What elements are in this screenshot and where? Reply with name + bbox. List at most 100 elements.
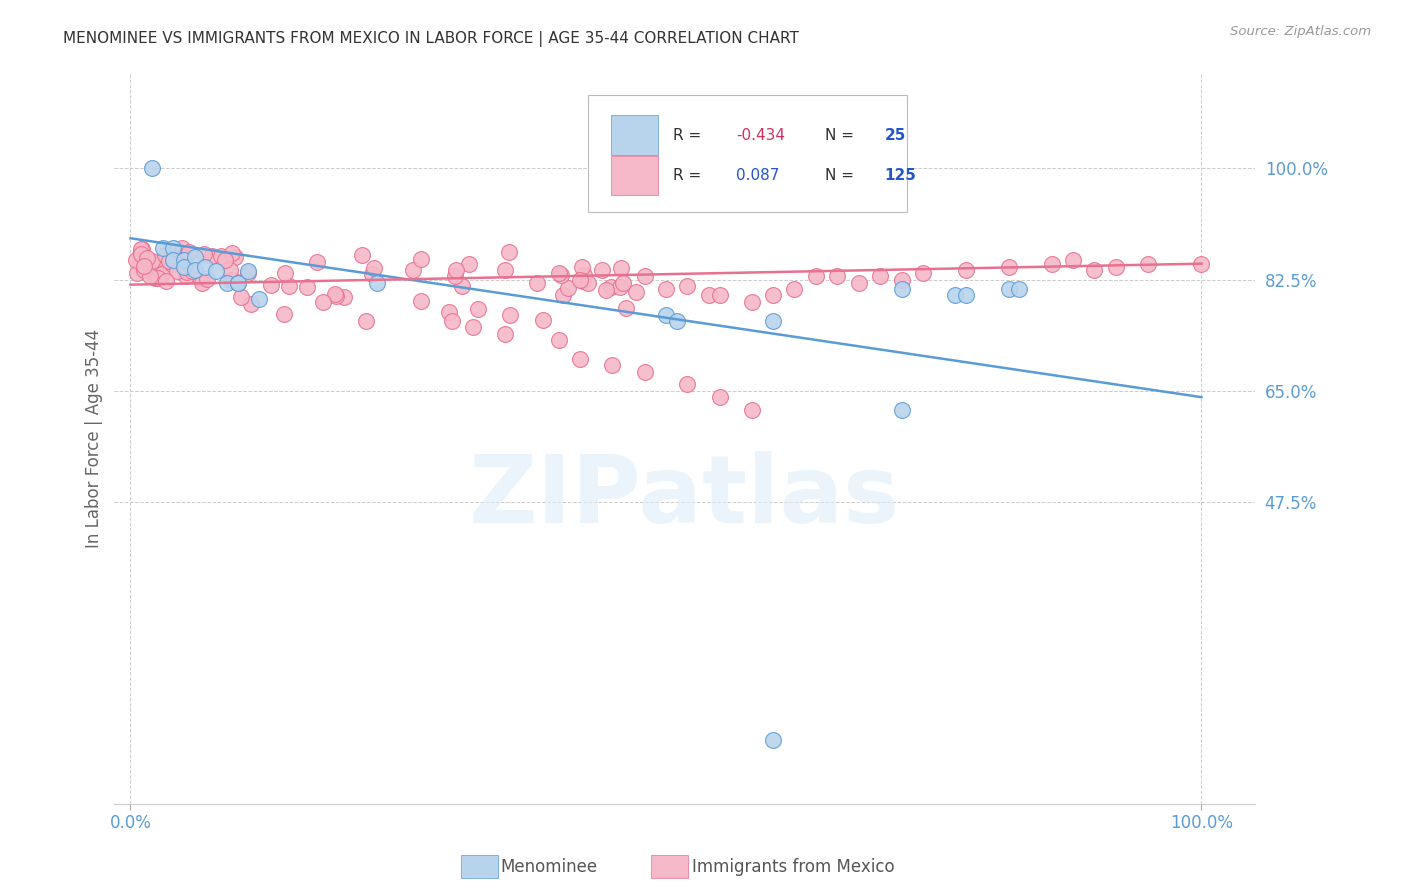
Point [295, 280, 318, 294]
Point [655, 282, 678, 296]
Point [709, 390, 731, 404]
Point [129, 247, 152, 261]
Point [869, 269, 891, 284]
Point [741, 294, 763, 309]
Point [312, 294, 335, 309]
Point [162, 253, 184, 268]
Point [226, 276, 249, 290]
Point [180, 264, 202, 278]
Point [190, 276, 212, 290]
Point [409, 294, 432, 309]
Point [624, 285, 647, 299]
Point [571, 260, 593, 274]
Point [783, 282, 806, 296]
FancyBboxPatch shape [610, 115, 658, 155]
Point [145, 263, 167, 277]
Point [184, 263, 207, 277]
Point [595, 283, 617, 297]
Point [1062, 253, 1084, 268]
Point [569, 272, 592, 286]
Point [827, 269, 849, 284]
Text: 125: 125 [884, 168, 917, 183]
Point [150, 267, 173, 281]
Point [201, 249, 224, 263]
Point [363, 261, 385, 276]
Point [222, 273, 245, 287]
Point [146, 270, 169, 285]
Point [247, 292, 270, 306]
Point [214, 253, 236, 268]
Point [325, 289, 347, 303]
Point [135, 253, 157, 268]
Point [440, 314, 463, 328]
Text: 25: 25 [884, 128, 905, 143]
Point [194, 260, 217, 274]
Point [602, 359, 624, 373]
Point [173, 253, 195, 268]
Point [1040, 257, 1063, 271]
Point [494, 326, 516, 341]
Point [450, 278, 472, 293]
Point [221, 245, 243, 260]
Point [141, 253, 163, 268]
Point [153, 248, 176, 262]
Point [943, 288, 966, 302]
Point [1008, 282, 1031, 296]
FancyBboxPatch shape [588, 95, 907, 212]
Text: Menominee: Menominee [501, 858, 598, 876]
Point [599, 280, 621, 294]
Point [127, 266, 149, 280]
Point [139, 269, 162, 284]
Point [366, 276, 388, 290]
Point [238, 264, 260, 278]
Text: MENOMINEE VS IMMIGRANTS FROM MEXICO IN LABOR FORCE | AGE 35-44 CORRELATION CHART: MENOMINEE VS IMMIGRANTS FROM MEXICO IN L… [63, 31, 799, 47]
Point [209, 249, 232, 263]
Text: N =: N = [825, 168, 853, 183]
Point [633, 269, 655, 284]
Point [132, 263, 155, 277]
Point [350, 248, 373, 262]
Point [176, 265, 198, 279]
Point [890, 282, 912, 296]
Point [498, 244, 520, 259]
Text: R =: R = [673, 168, 702, 183]
Point [762, 733, 785, 747]
Point [911, 266, 934, 280]
Point [572, 274, 595, 288]
Point [259, 278, 281, 293]
Point [557, 281, 579, 295]
Point [1191, 257, 1213, 271]
Point [762, 288, 785, 302]
Point [323, 287, 346, 301]
Point [612, 276, 634, 290]
Point [499, 308, 522, 322]
Point [152, 241, 174, 255]
Point [141, 161, 163, 176]
Point [215, 276, 238, 290]
Point [741, 403, 763, 417]
Point [463, 320, 485, 334]
Point [218, 263, 240, 277]
Point [676, 377, 699, 392]
Point [157, 254, 180, 268]
Point [457, 257, 479, 271]
FancyBboxPatch shape [610, 155, 658, 195]
Point [762, 314, 785, 328]
Point [553, 288, 575, 302]
Point [402, 262, 425, 277]
Point [173, 260, 195, 274]
Text: ZIPatlas: ZIPatlas [470, 451, 900, 543]
Point [576, 277, 599, 291]
Point [676, 279, 699, 293]
Point [890, 272, 912, 286]
Point [136, 251, 159, 265]
Point [848, 276, 870, 290]
Point [610, 261, 633, 276]
Point [444, 269, 467, 284]
Text: N =: N = [825, 128, 853, 143]
Point [955, 263, 977, 277]
Point [160, 257, 183, 271]
Point [572, 268, 595, 283]
Point [609, 280, 631, 294]
Point [148, 256, 170, 270]
